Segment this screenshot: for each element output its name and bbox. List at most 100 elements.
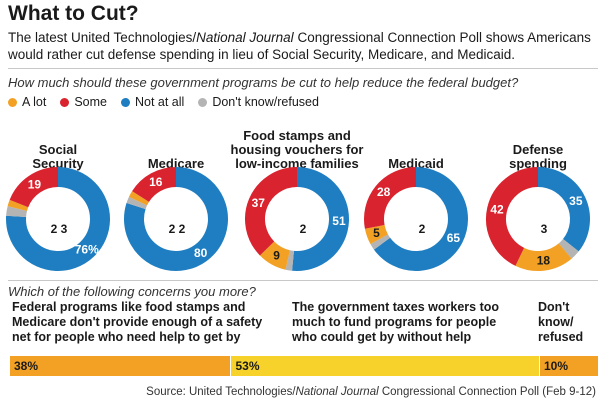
- donut-slice: [364, 167, 417, 229]
- source-note: Source: United Technologies/National Jou…: [146, 386, 596, 398]
- donut-slice: [373, 167, 468, 271]
- divider-top: [8, 68, 598, 69]
- subtitle: The latest United Technologies/National …: [8, 29, 600, 63]
- donut-value-label: 3: [541, 222, 548, 236]
- bar-segment: 53%: [230, 356, 539, 376]
- bar-label-line: The government taxes workers too: [292, 300, 500, 314]
- donut-value-label: 9: [273, 249, 280, 263]
- donut-value-label: 3: [61, 222, 68, 236]
- question-1: How much should these government program…: [8, 75, 519, 90]
- legend-label: A lot: [22, 95, 47, 109]
- donut-slice: [6, 167, 110, 271]
- donut-value-label: 37: [252, 196, 266, 210]
- source-publication: National Journal: [295, 386, 379, 398]
- subtitle-text-end: Congressional Connection Poll shows Amer…: [8, 30, 591, 62]
- donut-value-label: 2: [419, 222, 426, 236]
- donut-value-label: 19: [28, 177, 42, 191]
- concern-stacked-bar: 38% 53% 10%: [10, 356, 599, 376]
- donut-slice: [370, 234, 391, 250]
- donut-value-label: 5: [373, 226, 380, 240]
- donut-slice: [292, 167, 349, 271]
- source-text-end: Congressional Connection Poll (Feb 9-12): [378, 386, 596, 398]
- donut-3: Medicaid 65 2 5 28: [364, 156, 468, 271]
- bar-label-line: Medicare don't provide enough of a safet…: [12, 315, 263, 329]
- donut-value-label: 65: [447, 231, 461, 245]
- bar-segment: 10%: [539, 356, 599, 376]
- legend-label: Some: [74, 95, 107, 109]
- legend-label: Not at all: [134, 95, 185, 109]
- donut-value-label: 18: [537, 254, 551, 268]
- donut-charts: SocialSecurity76%3219Medicare802216Food …: [6, 128, 590, 271]
- donut-value-label: 2: [169, 222, 176, 236]
- donut-title-line: low-income families: [235, 156, 359, 171]
- bar-label-line: refused: [538, 330, 584, 344]
- donut-slice: [6, 206, 28, 218]
- legend-item-some: Some: [60, 95, 107, 109]
- donut-slice: [132, 167, 177, 203]
- legend-swatch: [120, 97, 130, 107]
- donut-value-label: 80: [194, 246, 208, 260]
- donut-value-label: 2: [179, 222, 186, 236]
- bar-label-dont-know: Don't know/ refused: [538, 300, 583, 345]
- donut-value-label: 16: [149, 175, 163, 189]
- donut-value-label: 42: [490, 203, 504, 217]
- bar-value-label: 38%: [14, 359, 39, 373]
- donut-slice: [9, 167, 59, 208]
- donut-title-line: spending: [509, 156, 567, 171]
- donut-value-label: 2: [51, 222, 58, 236]
- bar-label-line: net for people who need help to get by: [12, 330, 241, 344]
- donut-slice: [285, 250, 295, 271]
- legend-swatch: [8, 97, 17, 107]
- donut-value-label: 28: [377, 185, 391, 199]
- donut-slice: [128, 191, 150, 206]
- donut-slice: [537, 167, 590, 252]
- donut-title-line: Medicaid: [388, 156, 444, 171]
- donut-slice: [364, 224, 389, 245]
- bar-label-line: Don't: [538, 300, 570, 314]
- bar-label-line: know/: [538, 315, 574, 329]
- divider-middle: [8, 280, 598, 281]
- donut-slice: [7, 199, 29, 212]
- bar-segment: 38%: [10, 356, 231, 376]
- question-2: Which of the following concerns you more…: [8, 284, 256, 299]
- bar-label-line: who could get by without help: [292, 330, 472, 344]
- legend-swatch: [198, 97, 208, 107]
- source-text-start: Source: United Technologies/: [146, 386, 296, 398]
- donut-slice: [126, 196, 148, 210]
- legend-item-dont-know: Don't know/refused: [198, 95, 319, 109]
- bar-label-line: Federal programs like food stamps and: [12, 300, 246, 314]
- subtitle-text-start: The latest United Technologies/: [8, 30, 197, 45]
- bar-value-label: 10%: [544, 359, 569, 373]
- donut-title-line: Social: [39, 142, 77, 157]
- bar-label-taxes: The government taxes workers too much to…: [292, 300, 499, 345]
- donut-title-line: housing vouchers for: [231, 142, 364, 157]
- donut-value-label: 51: [332, 214, 346, 228]
- subtitle-publication: National Journal: [196, 30, 294, 45]
- page-title: What to Cut?: [8, 2, 139, 25]
- donut-slice: [259, 241, 291, 270]
- donut-slice: [124, 167, 228, 271]
- legend-item-a-lot: A lot: [8, 95, 46, 109]
- donut-title-line: Food stamps and: [243, 128, 351, 143]
- donut-slice: [515, 242, 572, 271]
- donut-title-line: Security: [32, 156, 84, 171]
- bar-label-line: much to fund programs for people: [292, 315, 497, 329]
- donut-title-line: Medicare: [148, 156, 204, 171]
- donut-value-label: 35: [569, 194, 583, 208]
- donut-slice: [558, 238, 579, 259]
- bar-value-label: 53%: [235, 359, 260, 373]
- legend-label: Don't know/refused: [212, 95, 319, 109]
- donut-slice: [245, 167, 298, 256]
- donut-slice: [486, 167, 539, 266]
- donut-value-label: 76%: [75, 243, 99, 257]
- bar-label-safety-net: Federal programs like food stamps and Me…: [12, 300, 262, 345]
- donut-1: Medicare 80 22 16: [124, 156, 228, 271]
- donut-value-label: 2: [300, 222, 307, 236]
- legend-item-not-at-all: Not at all: [120, 95, 185, 109]
- donut-title-line: Defense: [513, 142, 564, 157]
- legend-swatch: [60, 97, 70, 107]
- bar-labels: Federal programs like food stamps and Me…: [0, 300, 606, 350]
